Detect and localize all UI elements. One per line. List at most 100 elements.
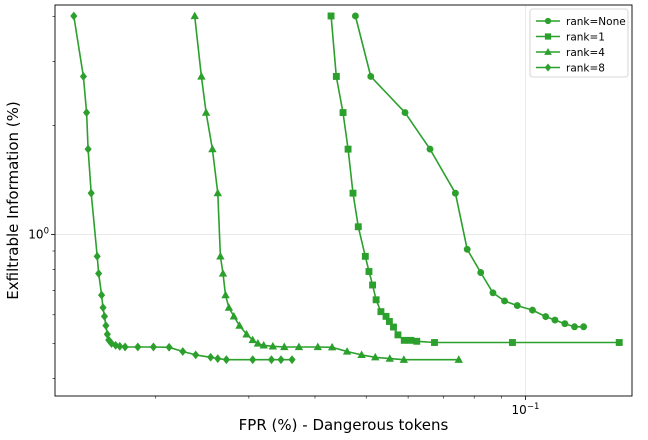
- x-axis-label: FPR (%) - Dangerous tokens: [239, 416, 449, 434]
- data-point: [242, 329, 251, 338]
- data-point: [361, 252, 369, 260]
- data-point: [280, 342, 289, 351]
- data-point: [385, 318, 393, 325]
- y-axis-label: Exfiltrable Information (%): [4, 101, 22, 299]
- legend-item: rank=1: [536, 32, 605, 44]
- data-point: [377, 308, 385, 316]
- data-point: [407, 336, 415, 344]
- data-point: [87, 188, 95, 198]
- data-point: [571, 323, 578, 331]
- data-point: [248, 335, 257, 344]
- data-point: [82, 108, 91, 117]
- data-point: [103, 329, 111, 339]
- data-point: [179, 347, 187, 356]
- data-point: [277, 355, 285, 365]
- legend-marker: [544, 48, 552, 55]
- data-point: [394, 331, 402, 339]
- legend-label: rank=None: [566, 16, 626, 28]
- data-point: [327, 12, 335, 20]
- data-point: [451, 189, 459, 197]
- data-point: [267, 355, 276, 365]
- data-point: [70, 11, 78, 21]
- data-point: [121, 342, 129, 352]
- grid: [55, 5, 632, 396]
- data-point: [401, 109, 409, 117]
- data-point: [294, 342, 304, 351]
- data-point: [222, 355, 230, 365]
- data-point: [400, 336, 408, 344]
- data-point: [431, 339, 438, 346]
- data-point: [327, 342, 337, 351]
- data-point: [580, 323, 588, 331]
- ticks: 10−1 100: [28, 226, 539, 417]
- data-point: [501, 297, 509, 305]
- legend-item: rank=4: [536, 47, 605, 59]
- data-point: [513, 302, 521, 310]
- data-point: [357, 350, 366, 359]
- data-point: [95, 269, 103, 278]
- data-point: [216, 251, 225, 260]
- data-point: [149, 342, 157, 352]
- data-point: [165, 342, 173, 352]
- data-point: [221, 290, 230, 299]
- legend-marker: [544, 63, 552, 72]
- data-point: [268, 341, 278, 350]
- data-point: [208, 144, 217, 153]
- data-point: [351, 12, 359, 20]
- legend-marker: [544, 17, 552, 25]
- data-point: [332, 73, 340, 80]
- data-point: [93, 251, 101, 261]
- data-point: [213, 188, 222, 197]
- legend-label: rank=1: [566, 32, 605, 44]
- data-point: [371, 352, 380, 361]
- data-point: [197, 72, 206, 80]
- data-point: [489, 289, 497, 297]
- legend-box: [529, 8, 629, 78]
- legend-label: rank=4: [566, 47, 605, 59]
- data-point: [218, 269, 228, 277]
- data-point: [382, 312, 390, 320]
- data-point: [229, 311, 239, 320]
- data-point: [253, 339, 263, 347]
- data-point: [463, 245, 471, 253]
- data-point: [509, 339, 516, 346]
- data-point: [99, 303, 107, 313]
- y-tick-label: 100: [28, 226, 49, 241]
- data-point: [224, 303, 234, 311]
- data-point: [214, 354, 222, 364]
- data-point: [313, 342, 323, 351]
- data-point: [372, 296, 380, 304]
- data-point: [344, 145, 352, 153]
- series-line: [354, 15, 584, 328]
- data-point: [542, 313, 550, 321]
- data-point: [249, 355, 257, 365]
- data-point: [201, 108, 211, 116]
- data-point: [342, 347, 352, 355]
- data-point: [551, 316, 559, 324]
- data-point: [615, 339, 623, 346]
- legend-item: rank=None: [536, 16, 626, 28]
- x-tick-label: 10−1: [512, 402, 540, 417]
- data-point: [100, 311, 109, 321]
- series-circle: [351, 12, 588, 331]
- data-point: [134, 342, 142, 352]
- data-point: [192, 350, 200, 360]
- data-point: [561, 320, 569, 328]
- data-point: [288, 355, 296, 365]
- series-layer: [70, 11, 623, 365]
- data-point: [98, 290, 106, 300]
- data-point: [102, 321, 110, 331]
- data-point: [190, 11, 199, 20]
- data-point: [84, 144, 92, 154]
- data-point: [477, 269, 485, 276]
- series-square: [327, 12, 623, 346]
- data-point: [369, 281, 377, 289]
- data-point: [390, 323, 397, 331]
- data-point: [116, 341, 124, 351]
- series-diamond: [70, 11, 296, 365]
- data-point: [365, 268, 373, 275]
- data-point: [235, 321, 244, 329]
- legend-label: rank=8: [566, 63, 605, 75]
- data-point: [399, 355, 409, 363]
